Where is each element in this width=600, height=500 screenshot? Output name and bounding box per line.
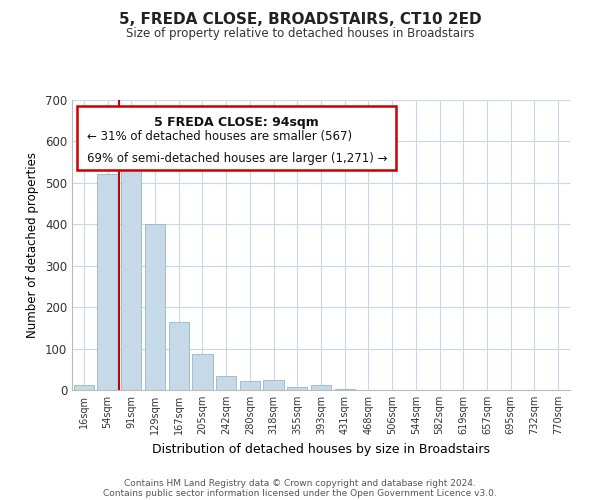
Bar xyxy=(335,389,355,390)
Bar xyxy=(97,174,118,390)
Y-axis label: Number of detached properties: Number of detached properties xyxy=(26,152,40,338)
Bar xyxy=(240,381,260,390)
Bar xyxy=(121,149,142,390)
X-axis label: Distribution of detached houses by size in Broadstairs: Distribution of detached houses by size … xyxy=(152,442,490,456)
Bar xyxy=(216,376,236,390)
Bar xyxy=(311,385,331,390)
Bar xyxy=(145,224,165,390)
Bar xyxy=(169,322,189,390)
Bar xyxy=(263,380,284,390)
FancyBboxPatch shape xyxy=(77,106,396,170)
Text: Size of property relative to detached houses in Broadstairs: Size of property relative to detached ho… xyxy=(126,28,474,40)
Text: 5 FREDA CLOSE: 94sqm: 5 FREDA CLOSE: 94sqm xyxy=(154,116,319,129)
Text: Contains HM Land Registry data © Crown copyright and database right 2024.: Contains HM Land Registry data © Crown c… xyxy=(124,478,476,488)
Bar xyxy=(74,385,94,390)
Bar xyxy=(287,386,307,390)
Text: ← 31% of detached houses are smaller (567): ← 31% of detached houses are smaller (56… xyxy=(87,130,352,143)
Text: 5, FREDA CLOSE, BROADSTAIRS, CT10 2ED: 5, FREDA CLOSE, BROADSTAIRS, CT10 2ED xyxy=(119,12,481,28)
Text: 69% of semi-detached houses are larger (1,271) →: 69% of semi-detached houses are larger (… xyxy=(87,152,388,164)
Bar xyxy=(193,354,212,390)
Text: Contains public sector information licensed under the Open Government Licence v3: Contains public sector information licen… xyxy=(103,488,497,498)
